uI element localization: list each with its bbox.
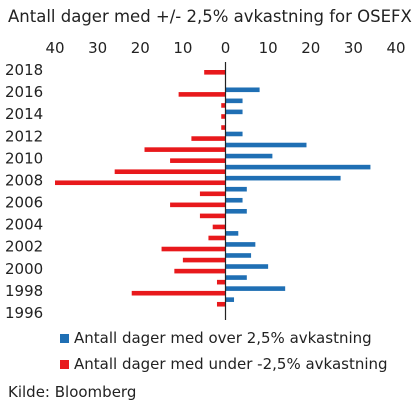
x-tick-label: 40	[386, 39, 405, 57]
legend-swatch-0	[60, 334, 69, 343]
x-tick-label: 20	[301, 39, 320, 57]
x-tick-label: 0	[221, 39, 231, 57]
bar-under-1999	[216, 279, 226, 285]
bar-under-2013	[221, 125, 226, 130]
bar-over-2016	[225, 87, 260, 93]
legend-label-0: Antall dager med over 2,5% avkastning	[74, 329, 372, 347]
bar-under-2000	[174, 268, 226, 274]
bars	[55, 70, 371, 307]
bar-under-2015	[221, 103, 226, 108]
bar-over-2010	[225, 153, 273, 159]
legend: Antall dager med over 2,5% avkastning Ant…	[60, 329, 388, 373]
source-note: Kilde: Bloomberg	[8, 383, 136, 401]
bar-under-2016	[178, 92, 226, 97]
bar-under-2004	[212, 224, 226, 230]
x-tick-label: 30	[344, 39, 363, 57]
bar-under-2007	[199, 191, 226, 197]
bar-over-2003	[225, 231, 239, 236]
bar-under-2002	[161, 246, 226, 252]
bar-over-2008	[225, 175, 341, 181]
y-axis-ticks: 1996 1998 2000 2002 2004 2006 2008 2010 2012 2014…	[5, 61, 43, 322]
bar-over-2005	[225, 208, 247, 214]
x-tick-label: 10	[259, 39, 278, 57]
y-tick-label: 2008	[5, 171, 43, 189]
bar-over-2000	[225, 264, 269, 269]
y-tick-label: 2004	[5, 216, 43, 234]
bar-over-1997	[225, 297, 235, 302]
y-tick-label: 2000	[5, 260, 43, 278]
bar-under-2011	[144, 147, 226, 152]
bar-under-2001	[182, 257, 226, 263]
y-tick-label: 1998	[5, 282, 43, 300]
x-tick-label: 10	[173, 39, 192, 57]
y-tick-label: 2010	[5, 149, 43, 167]
bar-under-2014	[221, 114, 226, 119]
bar-under-1998	[131, 290, 226, 296]
chart-title: Antall dager med +/- 2,5% avkastning for…	[8, 7, 412, 26]
bar-under-2003	[208, 235, 226, 241]
y-tick-label: 2018	[5, 61, 43, 79]
legend-swatch-1	[60, 360, 69, 369]
x-tick-label: 20	[131, 39, 150, 57]
bar-over-1998	[225, 286, 286, 291]
x-tick-label: 30	[88, 39, 107, 57]
bar-over-2014	[225, 109, 243, 115]
y-tick-label: 1996	[5, 304, 43, 322]
x-tick-label: 40	[45, 39, 64, 57]
bar-under-2008	[55, 180, 226, 186]
bar-over-2007	[225, 186, 247, 192]
bar-over-2011	[225, 142, 307, 148]
y-tick-label: 2016	[5, 83, 43, 101]
y-tick-label: 2002	[5, 238, 43, 256]
bar-under-2012	[191, 136, 226, 141]
x-axis-ticks: 40 30 20 10 0 10 20 30 40	[45, 39, 405, 57]
bar-over-2015	[225, 98, 243, 104]
bar-over-2012	[225, 131, 243, 137]
bar-under-2005	[199, 213, 226, 219]
bar-under-2009	[114, 169, 226, 175]
bar-under-1997	[216, 301, 226, 307]
bar-over-2006	[225, 197, 243, 203]
bar-over-1999	[225, 275, 247, 280]
bar-under-2010	[170, 158, 226, 163]
bar-over-2002	[225, 242, 256, 247]
bar-over-2001	[225, 253, 252, 258]
legend-label-1: Antall dager med under -2,5% avkastning	[74, 355, 388, 373]
y-tick-label: 2014	[5, 105, 43, 123]
bar-under-2018	[204, 70, 226, 75]
bar-over-2009	[225, 164, 371, 170]
bar-under-2006	[170, 202, 226, 208]
y-tick-label: 2012	[5, 127, 43, 145]
y-tick-label: 2006	[5, 194, 43, 212]
